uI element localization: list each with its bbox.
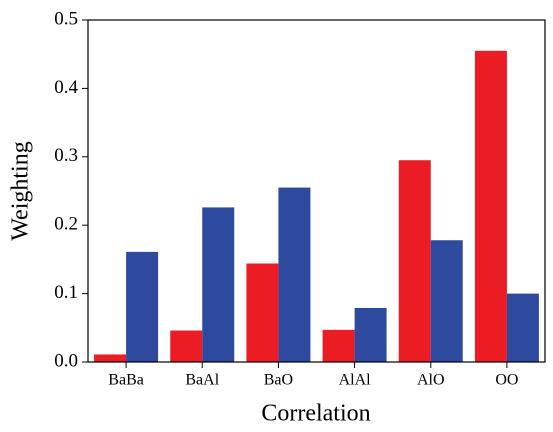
- x-tick-label: BaO: [264, 372, 293, 389]
- x-tick-label: AlAl: [339, 372, 372, 389]
- x-tick-label: AlO: [417, 372, 445, 389]
- bar: [322, 329, 355, 362]
- bar: [278, 187, 311, 362]
- bar: [430, 240, 463, 362]
- bar: [126, 251, 159, 362]
- y-tick-label: 0.4: [54, 77, 78, 98]
- x-axis-title: Correlation: [261, 401, 370, 427]
- bar: [94, 354, 127, 362]
- bar: [354, 307, 387, 362]
- bar: [398, 160, 431, 362]
- bar: [474, 50, 507, 362]
- bar: [170, 330, 203, 362]
- y-tick-label: 0.2: [54, 214, 78, 235]
- bar: [506, 293, 539, 362]
- plot-frame: [87, 19, 546, 363]
- x-tick-label: BaBa: [108, 372, 144, 389]
- y-tick-label: 0.1: [54, 282, 78, 303]
- y-tick-label: 0.5: [54, 8, 78, 29]
- y-tick-label: 0.0: [54, 350, 78, 371]
- y-axis-title: Weighting: [8, 141, 34, 240]
- x-tick-label: BaAl: [185, 372, 219, 389]
- y-tick-label: 0.3: [54, 145, 78, 166]
- bar: [246, 263, 279, 362]
- x-tick-label: OO: [495, 372, 518, 389]
- bar: [202, 207, 235, 362]
